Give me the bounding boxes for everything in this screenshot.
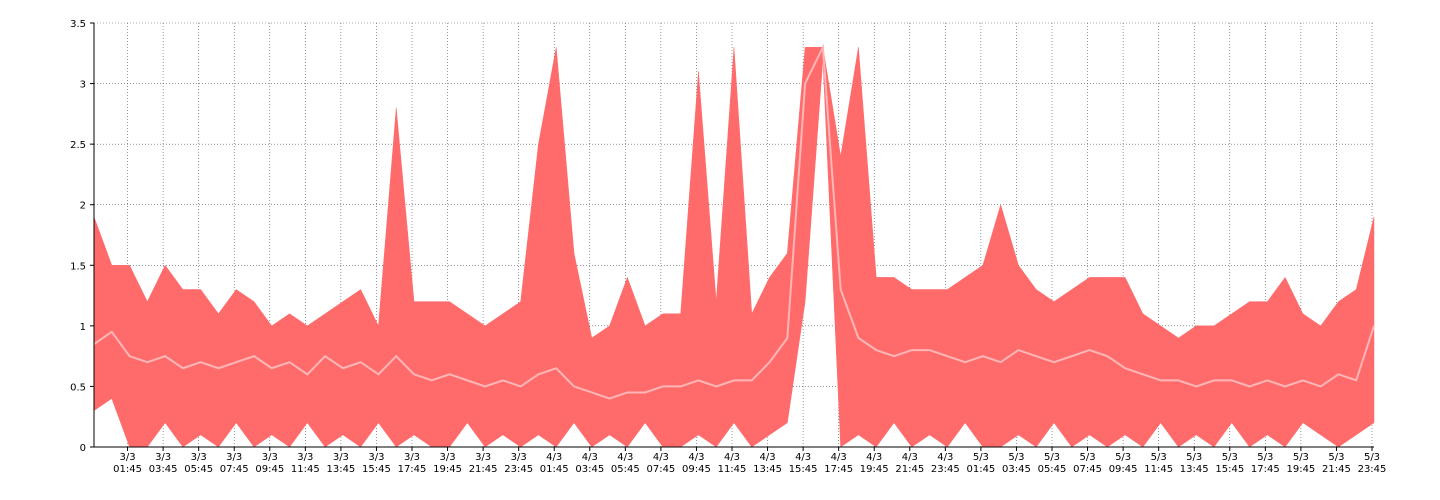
band-layer <box>93 46 1375 448</box>
x-tick-date: 4/3 <box>617 452 633 463</box>
x-tick-date: 4/3 <box>724 452 740 463</box>
x-tick-time: 07:45 <box>646 464 675 475</box>
x-tick-date: 5/3 <box>1328 452 1344 463</box>
x-tick-time: 13:45 <box>1180 464 1209 475</box>
average-line <box>93 43 1375 400</box>
y-tick-label: 0 <box>80 443 86 454</box>
x-tick-date: 4/3 <box>831 452 847 463</box>
x-tick-time: 09:45 <box>1109 464 1138 475</box>
x-tick-time: 11:45 <box>1144 464 1173 475</box>
x-tick-date: 5/3 <box>973 452 989 463</box>
y-tick-label: 3 <box>80 80 86 91</box>
x-tick-date: 3/3 <box>155 452 171 463</box>
x-tick-date: 3/3 <box>191 452 207 463</box>
x-tick-date: 3/3 <box>262 452 278 463</box>
x-tick-date: 5/3 <box>1044 452 1060 463</box>
x-tick-time: 17:45 <box>398 464 427 475</box>
x-tick-time: 09:45 <box>682 464 711 475</box>
x-tick-time: 05:45 <box>611 464 640 475</box>
x-tick-date: 4/3 <box>653 452 669 463</box>
x-tick-time: 17:45 <box>824 464 853 475</box>
x-tick-time: 17:45 <box>1251 464 1280 475</box>
x-tick-date: 4/3 <box>688 452 704 463</box>
x-tick-time: 01:45 <box>540 464 569 475</box>
x-tick-date: 3/3 <box>226 452 242 463</box>
x-tick-date: 5/3 <box>1364 452 1380 463</box>
x-tick-date: 5/3 <box>1257 452 1273 463</box>
x-tick-time: 05:45 <box>1038 464 1067 475</box>
x-tick-time: 01:45 <box>113 464 142 475</box>
x-tick-date: 4/3 <box>866 452 882 463</box>
x-tick-date: 5/3 <box>1115 452 1131 463</box>
x-tick-date: 5/3 <box>1293 452 1309 463</box>
x-tick-date: 4/3 <box>937 452 953 463</box>
y-tick-label: 2.5 <box>70 140 86 151</box>
x-tick-time: 03:45 <box>149 464 178 475</box>
x-tick-time: 15:45 <box>362 464 391 475</box>
x-tick-labels: 3/301:453/303:453/305:453/307:453/309:45… <box>113 447 1386 475</box>
x-tick-time: 09:45 <box>255 464 284 475</box>
x-tick-date: 5/3 <box>1008 452 1024 463</box>
x-tick-date: 3/3 <box>297 452 313 463</box>
x-tick-time: 13:45 <box>753 464 782 475</box>
y-tick-label: 1.5 <box>70 261 86 272</box>
x-tick-date: 3/3 <box>475 452 491 463</box>
x-tick-time: 19:45 <box>860 464 889 475</box>
x-tick-date: 3/3 <box>120 452 136 463</box>
x-tick-time: 01:45 <box>966 464 995 475</box>
x-tick-time: 07:45 <box>220 464 249 475</box>
min-max-band <box>93 46 1375 448</box>
x-tick-time: 19:45 <box>433 464 462 475</box>
x-tick-date: 5/3 <box>1151 452 1167 463</box>
y-tick-label: 1 <box>80 322 86 333</box>
x-tick-time: 21:45 <box>895 464 924 475</box>
axis-layer <box>93 23 1374 448</box>
x-tick-date: 4/3 <box>902 452 918 463</box>
x-tick-date: 3/3 <box>333 452 349 463</box>
x-tick-time: 15:45 <box>789 464 818 475</box>
x-tick-time: 07:45 <box>1073 464 1102 475</box>
x-tick-time: 11:45 <box>291 464 320 475</box>
x-tick-time: 23:45 <box>931 464 960 475</box>
y-tick-labels: 0 0.5 1 1.5 2 2.5 3 3.5 <box>70 19 94 454</box>
x-tick-date: 5/3 <box>1080 452 1096 463</box>
x-tick-date: 3/3 <box>440 452 456 463</box>
x-tick-time: 21:45 <box>469 464 498 475</box>
x-tick-time: 03:45 <box>1002 464 1031 475</box>
y-tick-label: 0.5 <box>70 382 86 393</box>
x-tick-time: 05:45 <box>184 464 213 475</box>
x-tick-time: 19:45 <box>1286 464 1315 475</box>
avg-layer <box>93 43 1375 400</box>
x-tick-time: 23:45 <box>1358 464 1387 475</box>
x-tick-date: 5/3 <box>1186 452 1202 463</box>
x-tick-time: 21:45 <box>1322 464 1351 475</box>
x-tick-date: 4/3 <box>760 452 776 463</box>
x-tick-time: 13:45 <box>326 464 355 475</box>
x-tick-date: 4/3 <box>546 452 562 463</box>
x-tick-date: 4/3 <box>582 452 598 463</box>
x-tick-date: 3/3 <box>404 452 420 463</box>
x-tick-date: 3/3 <box>368 452 384 463</box>
x-tick-time: 23:45 <box>504 464 533 475</box>
y-tick-label: 3.5 <box>70 19 86 30</box>
x-tick-time: 11:45 <box>718 464 747 475</box>
x-tick-date: 5/3 <box>1222 452 1238 463</box>
x-tick-time: 15:45 <box>1215 464 1244 475</box>
x-tick-date: 4/3 <box>795 452 811 463</box>
x-tick-date: 3/3 <box>511 452 527 463</box>
y-tick-label: 2 <box>80 201 86 212</box>
x-tick-time: 03:45 <box>575 464 604 475</box>
